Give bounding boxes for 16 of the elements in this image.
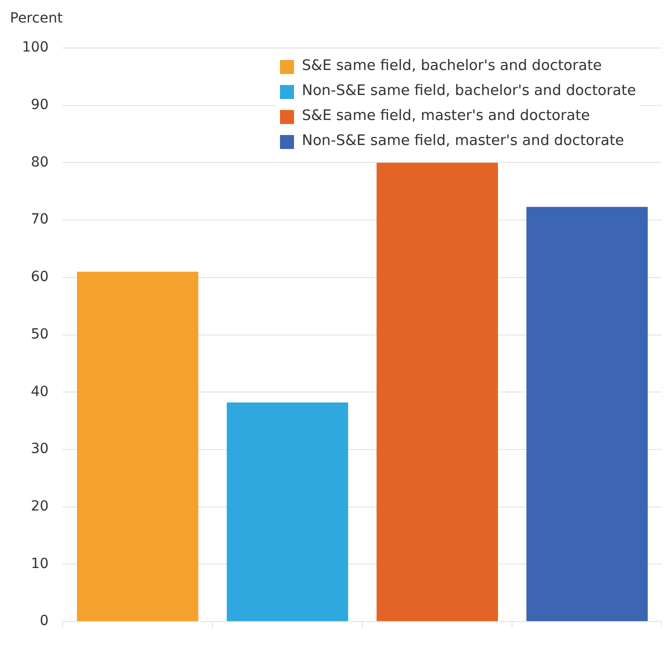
y-tick-label: 100	[22, 40, 49, 56]
y-tick-label: 60	[30, 269, 49, 286]
y-tick-label: 30	[30, 441, 49, 458]
y-axis-title: Percent	[10, 10, 64, 27]
y-tick-label: 50	[30, 326, 49, 342]
y-tick-label: 80	[30, 154, 49, 170]
y-tick-label: 0	[40, 613, 49, 630]
y-tick-label: 10	[30, 556, 49, 572]
y-tick-label: 20	[30, 498, 49, 515]
y-tick-label: 70	[30, 212, 49, 228]
legend-label: Non-S&E same field, master's and doctorate	[302, 132, 624, 151]
legend-label: Non-S&E same field, bachelor's and doctorate	[302, 82, 636, 101]
legend-label: S&E same field, bachelor's and doctorate	[302, 57, 602, 76]
y-tick-label: 40	[30, 384, 49, 400]
y-tick-label: 90	[30, 97, 49, 113]
legend-label: S&E same field, master's and doctorate	[302, 107, 590, 126]
